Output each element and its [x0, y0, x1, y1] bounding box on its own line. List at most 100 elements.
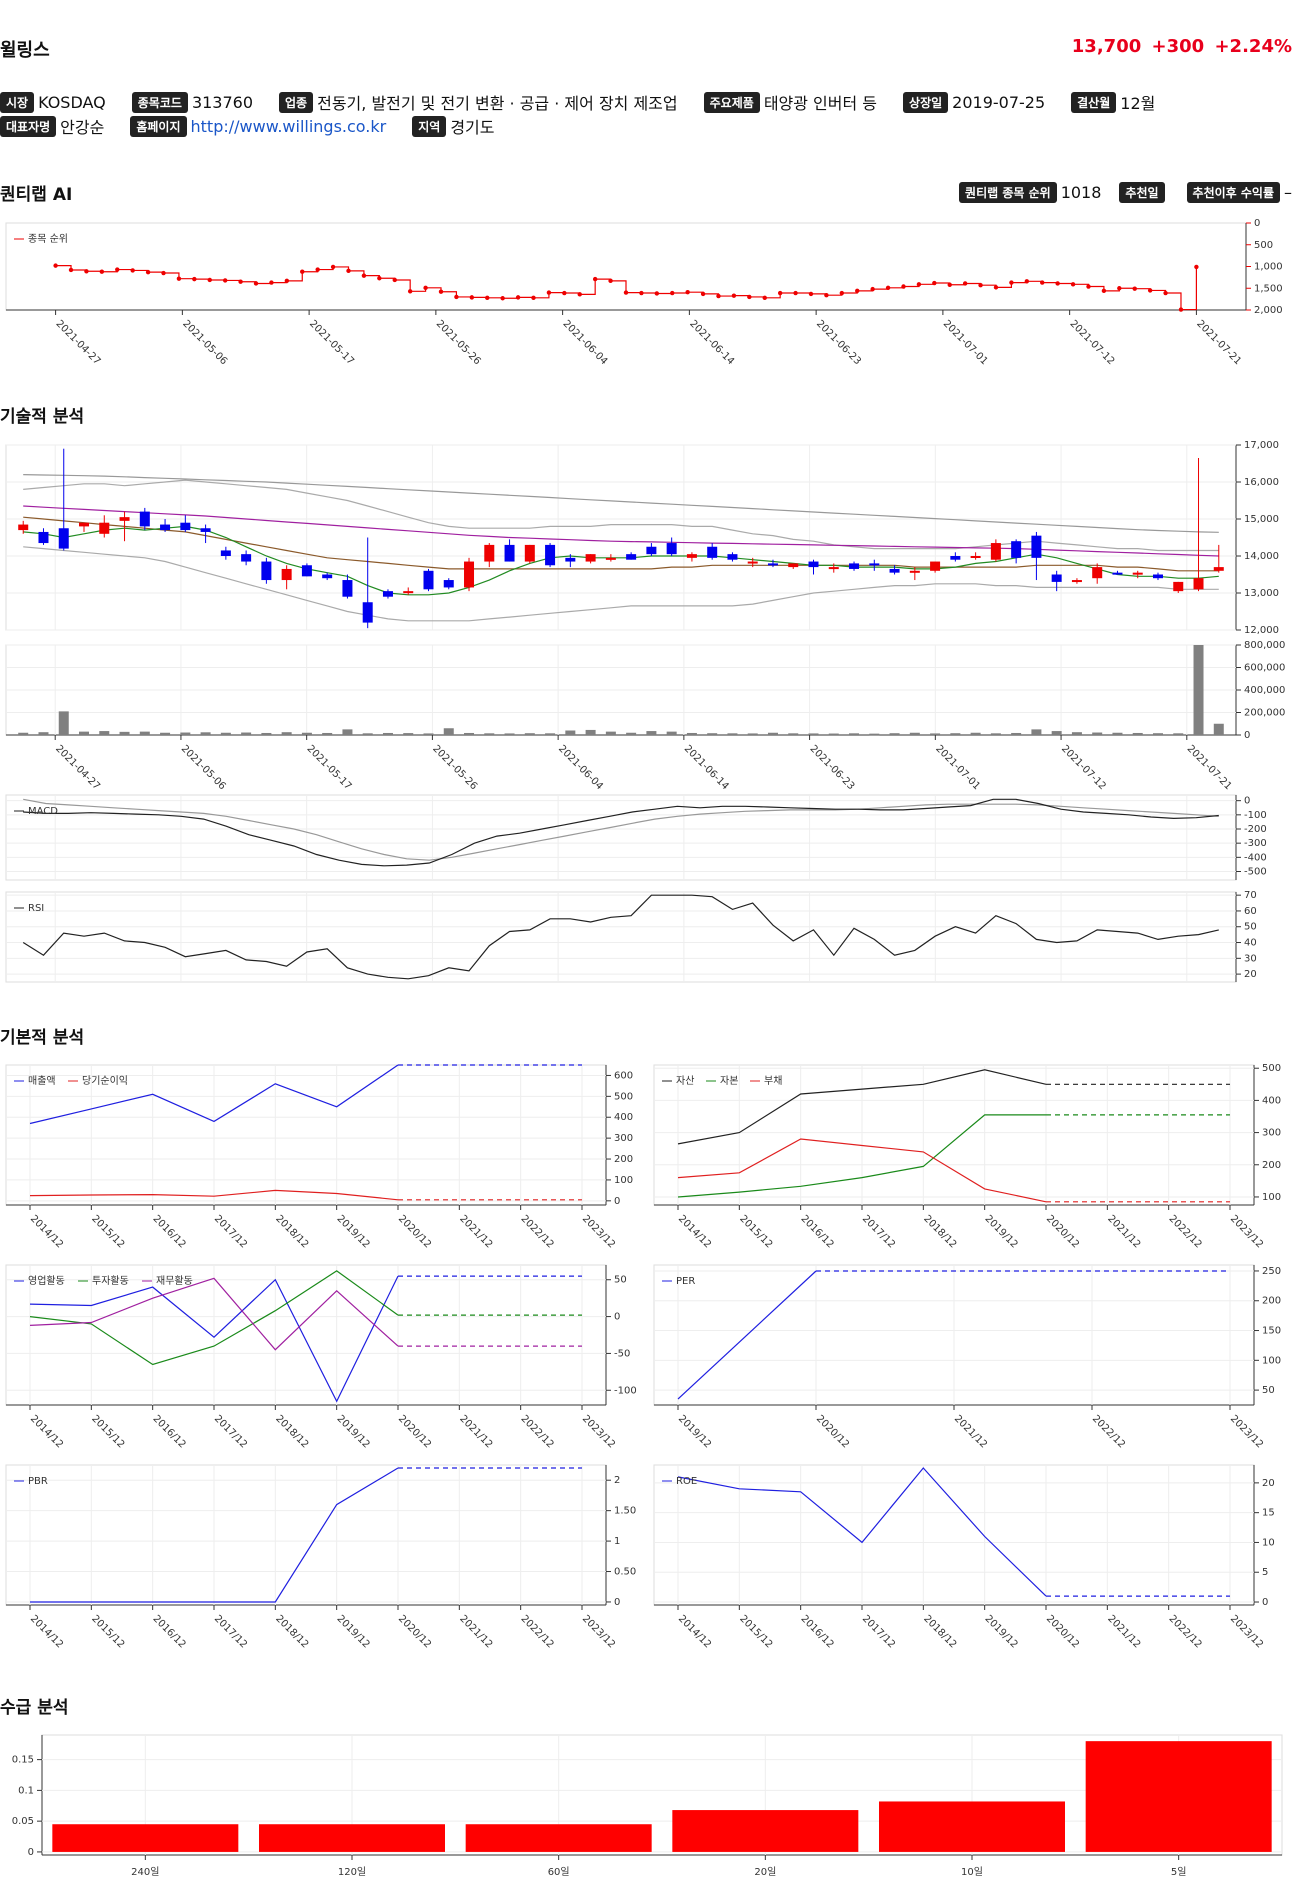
per-x-tick-label: 2022/12: [1090, 1413, 1127, 1450]
rank-line: [55, 265, 1197, 311]
balance-x-tick-label: 2022/12: [1167, 1213, 1204, 1250]
volume-x-tick-label: 2021-07-01: [933, 743, 982, 792]
income-legend-label: 매출액: [28, 1075, 56, 1087]
balance-chart: 100 200 300 400 500 2014/12 2015/12 2016/12 2017…: [653, 1063, 1281, 1250]
per-legend-label: PER: [676, 1276, 695, 1287]
rank-y-tick-label: 0: [1254, 218, 1260, 229]
volume-bar: [970, 732, 981, 735]
rsi-y-tick-label: 70: [1244, 890, 1257, 901]
balance-legend-label: 부채: [764, 1075, 782, 1087]
volume-bar: [909, 732, 920, 735]
volume-bar: [524, 733, 535, 735]
homepage-link[interactable]: http://www.willings.co.kr: [190, 116, 387, 136]
balance-legend-label: 자산: [676, 1075, 694, 1087]
volume-bar: [220, 732, 231, 735]
candle-body: [889, 568, 900, 573]
pbr-legend-label: PBR: [28, 1476, 48, 1487]
roe-chart: 0 5 10 15 20 2014/12 2015/12 2016/12 2017/12 2018…: [653, 1464, 1275, 1650]
rank-point: [1194, 264, 1199, 270]
candle-body: [139, 511, 150, 527]
candle-ma20-line: [23, 516, 1219, 572]
roe-x-tick-label: 2018/12: [921, 1613, 958, 1650]
per-x-tick-label: 2020/12: [814, 1413, 851, 1450]
candlestick-chart: 12,000 13,000 14,000 15,000 16,000 17,000: [5, 440, 1279, 636]
rank-point: [546, 290, 552, 295]
rank-x-tick-label: 2021-05-17: [307, 318, 356, 367]
volume-bar: [889, 733, 900, 735]
candle-body: [1152, 574, 1163, 579]
cashflow-x-tick-label: 2016/12: [151, 1413, 188, 1450]
cashflow-x-tick-label: 2014/12: [28, 1413, 65, 1450]
pbr-chart: 0 0.50 1 1.50 2 2014/12 2015/12 2016/12 2017/12 2…: [5, 1464, 636, 1650]
rank-x-tick-label: 2021-06-14: [687, 318, 736, 367]
candle-body: [99, 522, 110, 534]
balance-y-tick-label: 100: [1262, 1192, 1281, 1203]
rank-point: [639, 290, 644, 296]
supply-x-tick-label: 120일: [338, 1866, 366, 1878]
rank-point: [130, 268, 135, 273]
volume-bar: [342, 729, 353, 735]
rank-point: [377, 276, 382, 281]
candle-body: [767, 563, 778, 566]
volume-bar: [707, 733, 718, 735]
roe-y-tick-label: 15: [1262, 1508, 1275, 1519]
rank-point: [253, 281, 259, 286]
cashflow-legend-label: 재무활동: [156, 1274, 193, 1287]
balance-y-tick-label: 400: [1262, 1095, 1281, 1106]
income-legend-label: 당기순이익: [82, 1075, 128, 1087]
section-fundamental: 기본적 분석: [0, 1028, 85, 1048]
balance-x-tick-label: 2020/12: [1044, 1213, 1081, 1250]
volume-bar: [139, 731, 150, 735]
volume-y-tick-label: 400,000: [1244, 685, 1285, 696]
code-tag: 종목코드: [131, 91, 188, 113]
income-x-tick-label: 2023/12: [580, 1213, 617, 1250]
candle-body: [1071, 580, 1082, 583]
volume-bar: [808, 733, 819, 735]
rsi-chart: 20 30 40 50 60 70 RSI: [5, 890, 1257, 983]
candle-body: [1132, 572, 1143, 575]
rank-x-tick-label: 2021-07-21: [1194, 318, 1243, 367]
cashflow-x-tick-label: 2017/12: [212, 1413, 249, 1450]
income-y-tick-label: 600: [614, 1070, 633, 1081]
volume-bar: [261, 732, 272, 735]
candle-body: [1112, 572, 1123, 575]
pbr-y-tick-label: 0.50: [614, 1567, 636, 1578]
plot-frame: [5, 794, 1237, 881]
rank-point: [99, 269, 105, 274]
balance-x-tick-label: 2018/12: [921, 1213, 958, 1250]
roe-y-tick-label: 10: [1262, 1537, 1275, 1548]
candle-body: [747, 561, 758, 564]
rank-point: [962, 281, 968, 286]
rank-point: [839, 290, 845, 296]
rank-point: [315, 267, 320, 272]
rsi-y-tick-label: 50: [1244, 922, 1257, 933]
candle-body: [301, 565, 312, 577]
volume-bar: [1152, 733, 1163, 735]
price-block: 13,700 +300 +2.24%: [1068, 36, 1292, 57]
macd-y-tick-label: -300: [1244, 838, 1267, 849]
per-y-tick-label: 100: [1262, 1355, 1281, 1366]
volume-bar: [727, 733, 738, 735]
plot-frame: [5, 891, 1237, 983]
candle-body: [58, 528, 69, 549]
rank-point: [1070, 282, 1076, 287]
rank-point: [330, 264, 336, 270]
candle-body: [605, 557, 616, 560]
supply-y-tick-label: 0.1: [18, 1785, 34, 1796]
volume-bar: [1193, 645, 1204, 735]
supply-x-tick-label: 20일: [754, 1866, 776, 1878]
rank-point: [176, 276, 182, 281]
volume-bar: [301, 732, 312, 735]
income-x-tick-label: 2019/12: [335, 1213, 372, 1250]
volume-bar: [99, 731, 110, 735]
candle-y-tick-label: 16,000: [1244, 477, 1279, 488]
supply-x-tick-label: 5일: [1171, 1866, 1187, 1878]
product-value: 태양광 인버터 등: [763, 94, 878, 113]
candle-body: [585, 554, 596, 562]
balance-x-tick-label: 2019/12: [983, 1213, 1020, 1250]
candle-body: [403, 591, 414, 594]
cashflow-x-tick-label: 2019/12: [335, 1413, 372, 1450]
volume-bar: [626, 732, 637, 735]
rank-point: [608, 278, 613, 284]
rank-point: [808, 291, 814, 297]
